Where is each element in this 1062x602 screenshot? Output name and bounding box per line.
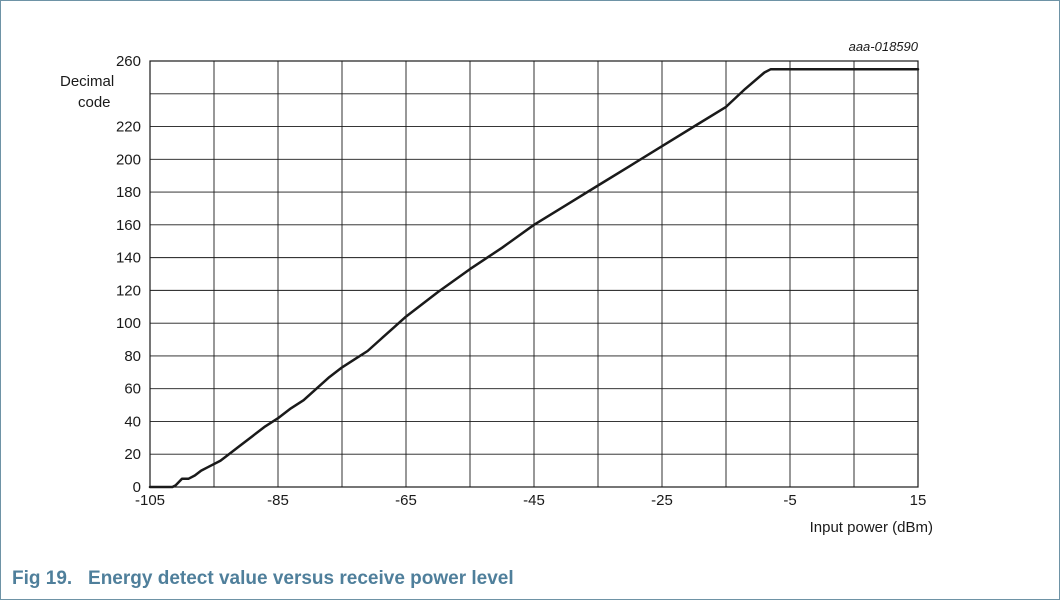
y-tick-label: 60 <box>124 381 141 398</box>
plot-border <box>149 60 919 488</box>
y-tick-label: 140 <box>116 250 141 267</box>
y-tick-label: 180 <box>116 184 141 201</box>
y-tick-label: 260 <box>116 53 141 70</box>
x-tick-label: 15 <box>910 492 927 509</box>
x-axis-label: Input power (dBm) <box>810 519 933 536</box>
series-line <box>148 67 920 489</box>
figure-id-label: aaa-018590 <box>849 39 919 54</box>
x-tick-label: -105 <box>135 492 165 509</box>
x-tick-label: -65 <box>395 492 417 509</box>
y-axis-label-line-1: Decimal <box>60 73 114 90</box>
y-tick-label: 0 <box>133 479 141 496</box>
y-tick-label: 80 <box>124 348 141 365</box>
y-tick-label: 120 <box>116 282 141 299</box>
y-tick-label: 100 <box>116 315 141 332</box>
y-tick-label: 40 <box>124 413 141 430</box>
y-axis-label-line-2: code <box>78 94 111 111</box>
y-tick-label: 220 <box>116 119 141 136</box>
x-tick-labels: -105 -85 -65 -45 -25 -5 15 <box>135 492 926 509</box>
y-tick-label: 160 <box>116 217 141 234</box>
x-tick-label: -85 <box>267 492 289 509</box>
y-tick-labels: 0 20 40 60 80 100 120 140 160 180 200 220 260 <box>116 53 141 496</box>
horizontal-gridlines <box>150 93 918 455</box>
figure-number: Fig 19. <box>12 568 73 589</box>
y-tick-label: 20 <box>124 446 141 463</box>
x-tick-label: -5 <box>783 492 796 509</box>
x-tick-label: -25 <box>651 492 673 509</box>
figure-title: Energy detect value versus receive power… <box>88 568 514 589</box>
vertical-gridlines <box>213 61 855 487</box>
y-tick-label: 200 <box>116 151 141 168</box>
figure-caption: Fig 19. Energy detect value versus recei… <box>12 568 514 590</box>
x-tick-label: -45 <box>523 492 545 509</box>
